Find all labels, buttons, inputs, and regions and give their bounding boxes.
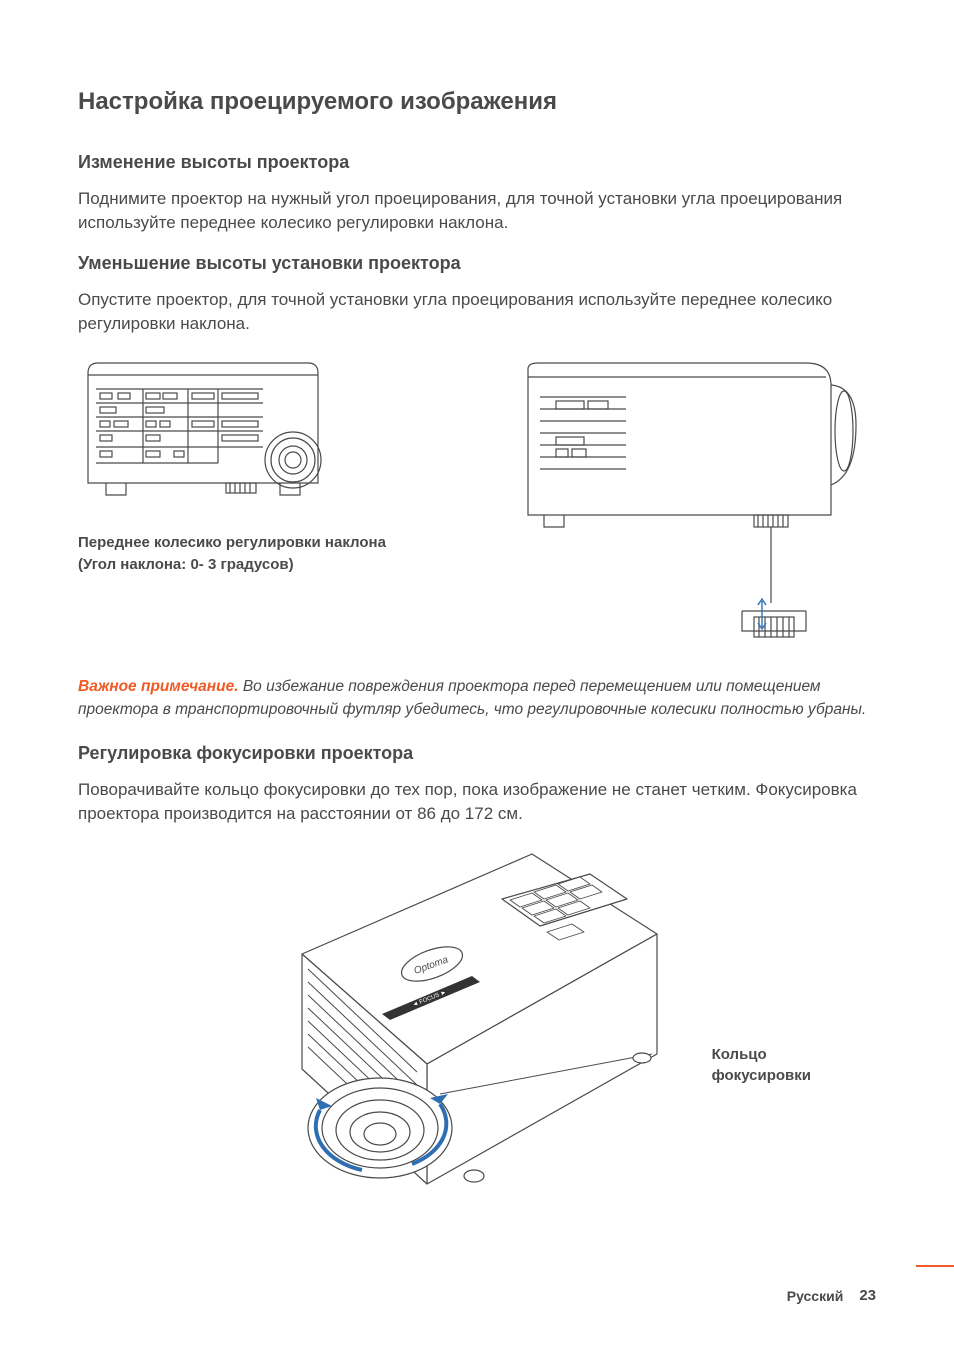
figures-row: Переднее колесико регулировки наклона (У… [78,355,876,655]
focus-figure: Optoma ◄ FOCUS ► Кольцо фокусировки [78,844,876,1224]
section-body-focus: Поворачивайте кольцо фокусировки до тех … [78,778,876,826]
projector-front-illustration [78,355,368,520]
tilt-foot-caption: Переднее колесико регулировки наклона (У… [78,532,438,577]
section-heading-height-down: Уменьшение высоты установки проектора [78,253,876,274]
projector-side-illustration [506,355,876,655]
focus-label-line-2: фокусировки [712,1065,811,1086]
footer-language: Русский [787,1288,844,1304]
important-note: Важное примечание. Во избежание поврежде… [78,675,876,722]
projector-perspective-illustration: Optoma ◄ FOCUS ► [212,844,742,1214]
section-body-height-down: Опустите проектор, для точной установки … [78,288,876,336]
footer-accent-line [916,1265,954,1267]
section-heading-height-up: Изменение высоты проектора [78,152,876,173]
section-heading-focus: Регулировка фокусировки проектора [78,743,876,764]
page-footer: Русский 23 [787,1287,876,1304]
note-label: Важное примечание. [78,678,239,695]
focus-label-line-1: Кольцо [712,1044,811,1065]
caption-line-1: Переднее колесико регулировки наклона [78,532,438,555]
footer-page-number: 23 [859,1287,876,1304]
focus-ring-label: Кольцо фокусировки [712,1044,811,1086]
page-title: Настройка проецируемого изображения [78,88,876,116]
caption-line-2: (Угол наклона: 0- 3 градусов) [78,554,438,577]
section-body-height-up: Поднимите проектор на нужный угол проеци… [78,187,876,235]
